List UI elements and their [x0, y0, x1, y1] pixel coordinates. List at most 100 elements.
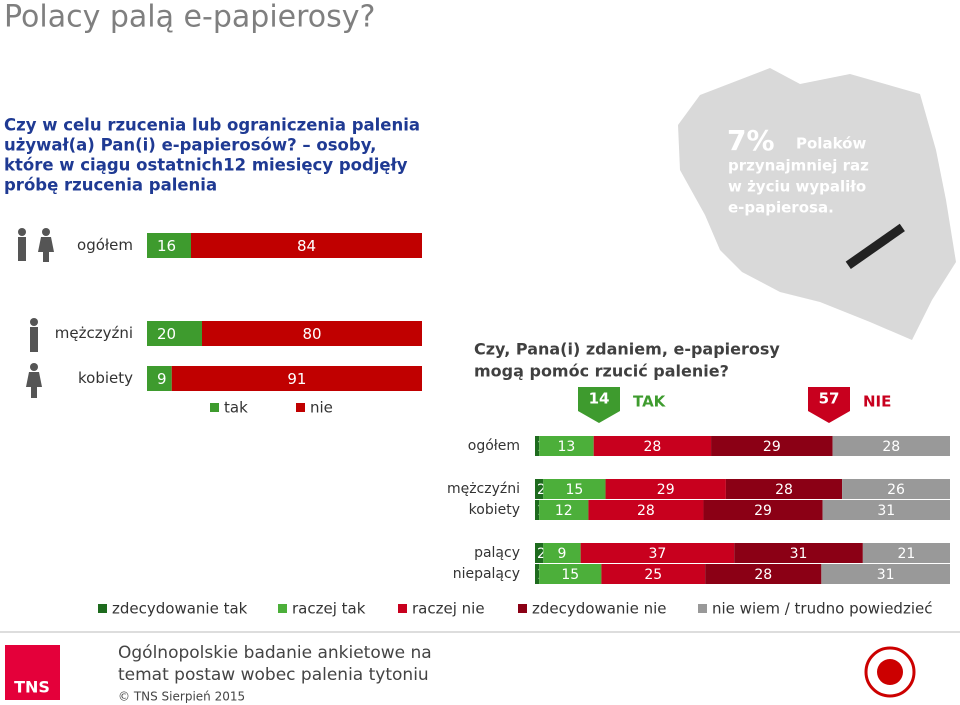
value-label: 2: [537, 482, 546, 498]
bar-segment: [734, 543, 863, 563]
copyright: © TNS Sierpień 2015: [118, 690, 245, 704]
bar-segment: [202, 321, 422, 346]
summary-label: NIE: [863, 393, 891, 411]
legend-swatch: [278, 604, 287, 613]
value-label: 15: [561, 567, 579, 583]
chart-title: próbę rzucenia palenia: [4, 176, 217, 195]
value-label: 28: [643, 439, 661, 455]
value-label: 12: [555, 503, 573, 519]
footer-text: temat postaw wobec palenia tytoniu: [118, 665, 429, 685]
chart-title: mogą pomóc rzucić palenie?: [474, 362, 729, 381]
chart-title: które w ciągu ostatnich12 miesięcy podję…: [4, 156, 408, 175]
bar-segment: [821, 564, 950, 584]
value-label: 20: [157, 325, 176, 343]
stat-text: e-papierosa.: [728, 199, 834, 217]
category-label: ogółem: [468, 438, 520, 454]
category-label: ogółem: [77, 236, 133, 254]
value-label: 29: [763, 439, 781, 455]
e-cigarette-icon: [845, 223, 905, 270]
value-label: 25: [644, 567, 662, 583]
value-label: 13: [558, 439, 576, 455]
bar-segment: [535, 564, 540, 584]
summary-label: TAK: [633, 393, 667, 411]
bar-segment: [703, 500, 823, 520]
bar-segment: [543, 543, 581, 563]
bar-segment: [171, 366, 422, 391]
footer-text: Ogólnopolskie badanie ankietowe na: [118, 643, 432, 663]
bar-segment: [535, 543, 544, 563]
bar-segment: [543, 479, 606, 499]
legend-swatch: [398, 604, 407, 613]
value-label: 28: [637, 503, 655, 519]
bar-segment: [580, 543, 735, 563]
legend-swatch: [210, 403, 219, 412]
legend-swatch: [518, 604, 527, 613]
legend-label: raczej nie: [412, 600, 485, 618]
summary-value: 14: [589, 390, 610, 408]
bar-segment: [725, 479, 843, 499]
legend-swatch: [98, 604, 107, 613]
legend-label: tak: [224, 399, 248, 417]
title: Polacy palą e-papierosy?: [4, 0, 375, 35]
value-label: 28: [775, 482, 793, 498]
value-label: 31: [877, 503, 895, 519]
legend-label: nie: [310, 399, 333, 417]
chart-title: używał(a) Pan(i) e-papierosów? – osoby,: [4, 136, 376, 155]
value-label: 21: [898, 546, 916, 562]
stat-value: 7%: [727, 124, 775, 157]
bar-segment: [539, 564, 602, 584]
legend-label: raczej tak: [292, 600, 366, 618]
category-label: mężczyźni: [447, 481, 520, 497]
bar-segment: [539, 500, 589, 520]
stat-text: w życiu wypaliło: [728, 178, 866, 196]
bar-segment: [147, 233, 191, 258]
bar-segment: [862, 543, 950, 563]
value-label: 37: [649, 546, 667, 562]
category-label: niepalący: [453, 566, 520, 582]
chart-title: Czy w celu rzucenia lub ograniczenia pal…: [4, 116, 420, 135]
logo-text: TNS: [14, 678, 50, 697]
bar-segment: [535, 500, 540, 520]
legend-label: zdecydowanie tak: [112, 600, 248, 618]
bar-segment: [593, 436, 712, 456]
bar-segment: [822, 500, 950, 520]
value-label: 26: [887, 482, 905, 498]
summary-badge: [578, 387, 620, 423]
category-label: palący: [474, 545, 520, 561]
value-label: 84: [297, 237, 316, 255]
bar-segment: [535, 479, 544, 499]
emblem: [877, 659, 903, 685]
value-label: 28: [754, 567, 772, 583]
bar-segment: [147, 366, 172, 391]
bar-segment: [601, 564, 706, 584]
value-label: 29: [657, 482, 675, 498]
bar-segment: [588, 500, 704, 520]
bar-segment: [147, 321, 202, 346]
summary-badge: [808, 387, 850, 423]
bar-segment: [705, 564, 822, 584]
value-label: 9: [157, 370, 167, 388]
stat-text: przynajmniej raz: [728, 157, 869, 175]
legend-label: zdecydowanie nie: [532, 600, 666, 618]
logo: [5, 645, 60, 700]
chart-title: Czy, Pana(i) zdaniem, e-papierosy: [474, 340, 780, 359]
value-label: 29: [754, 503, 772, 519]
bar-segment: [711, 436, 833, 456]
category-label: kobiety: [78, 369, 133, 387]
bar-segment: [605, 479, 726, 499]
value-label: 15: [566, 482, 584, 498]
stat-text: Polaków: [796, 135, 866, 153]
legend-swatch: [698, 604, 707, 613]
value-label: 28: [882, 439, 900, 455]
category-label: mężczyźni: [55, 324, 133, 342]
value-label: 31: [877, 567, 895, 583]
legend-label: nie wiem / trudno powiedzieć: [712, 600, 932, 618]
legend-swatch: [296, 403, 305, 412]
bar-segment: [191, 233, 422, 258]
bar-segment: [535, 436, 540, 456]
value-label: 31: [790, 546, 808, 562]
value-label: 16: [157, 237, 176, 255]
category-label: kobiety: [469, 502, 520, 518]
map-poland: [678, 68, 956, 340]
